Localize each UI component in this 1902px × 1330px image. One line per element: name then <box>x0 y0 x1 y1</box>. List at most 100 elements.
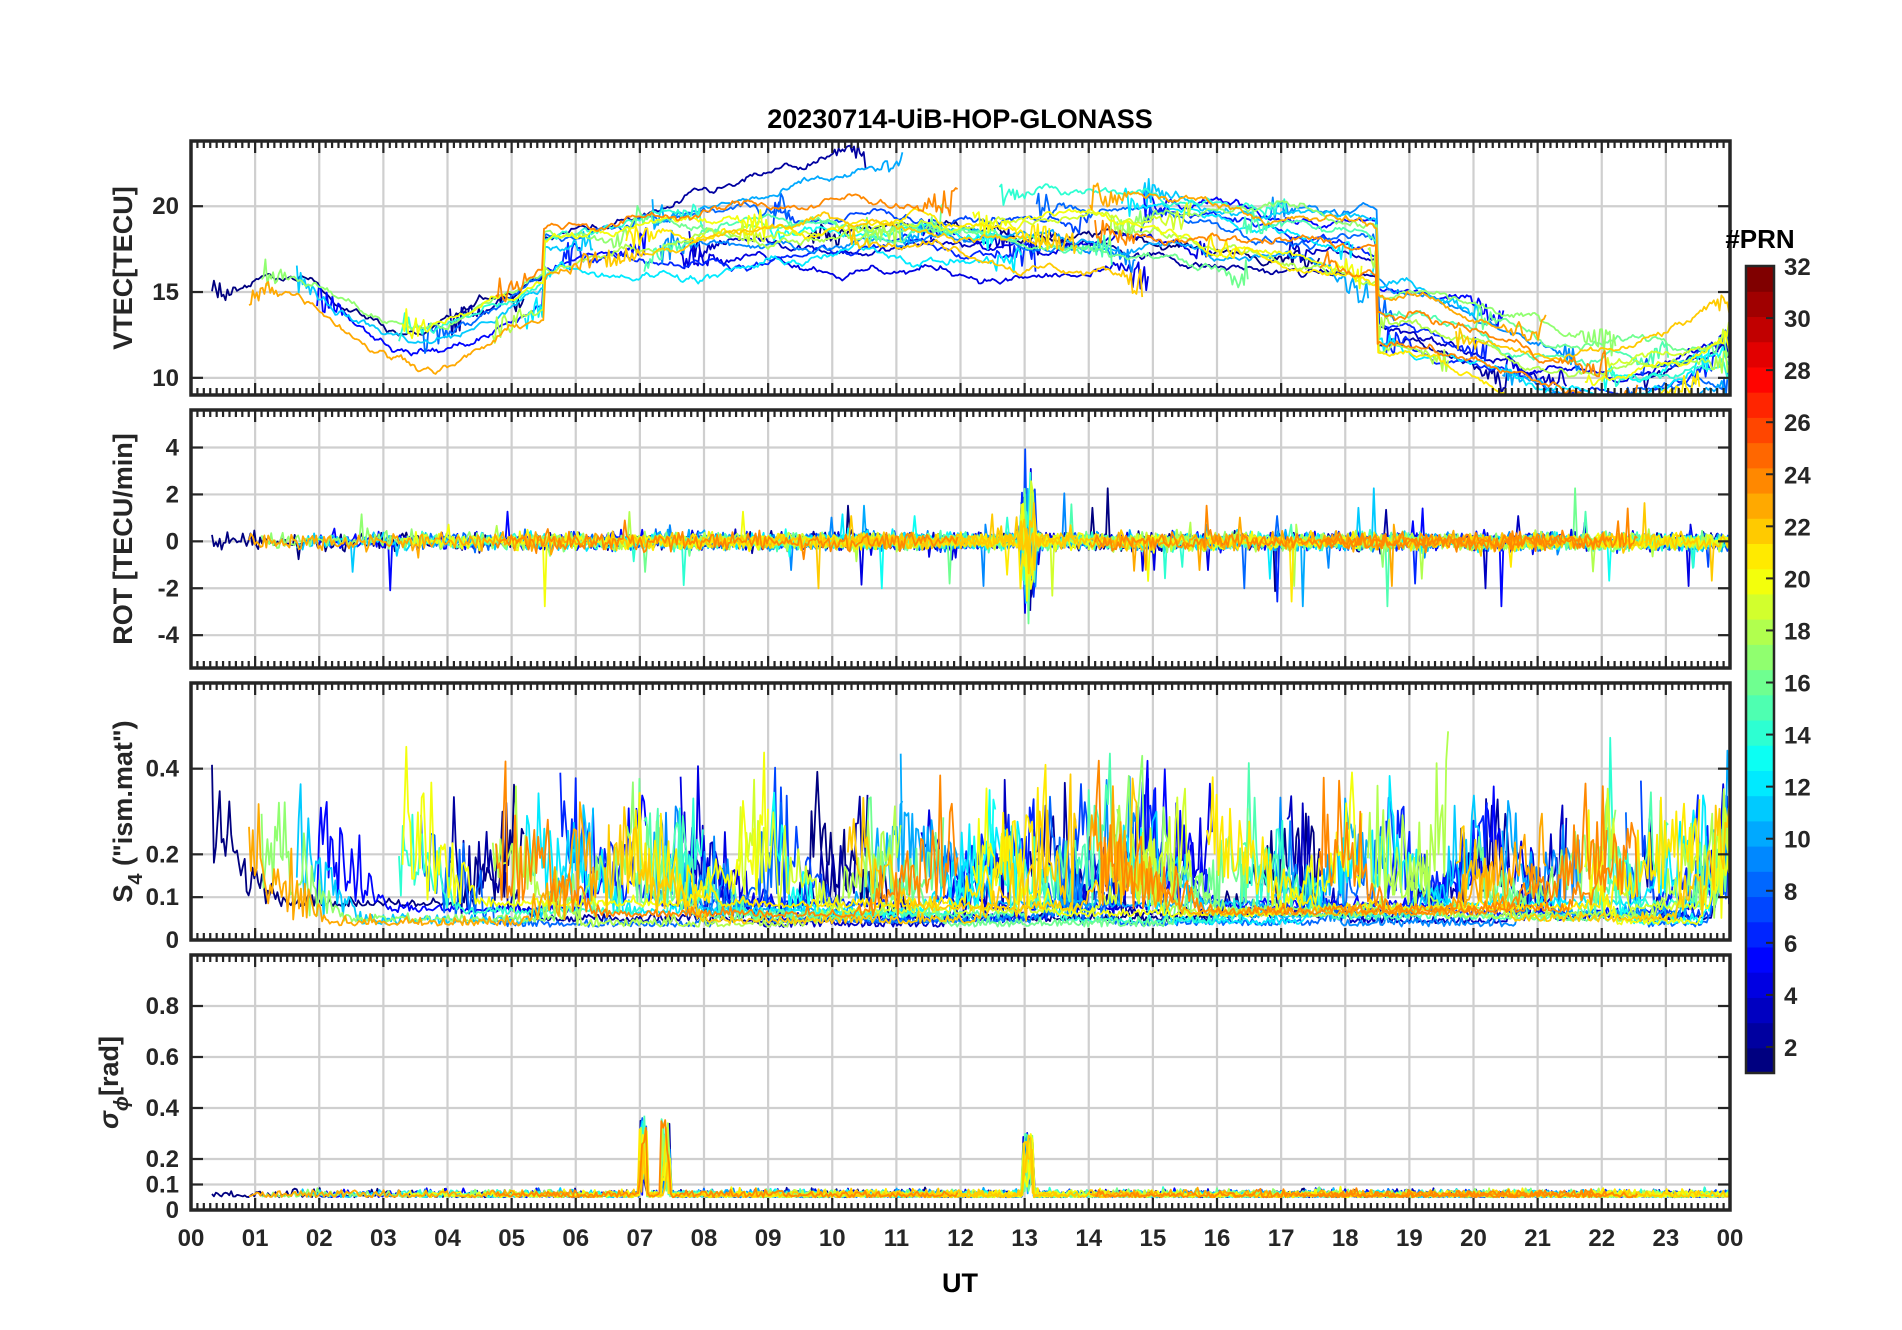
vtec-series-prn-13 <box>1602 345 1730 392</box>
x-tick-label: 08 <box>691 1225 718 1252</box>
vtec-series-prn-12 <box>1120 187 1354 261</box>
s4-series-prn-21 <box>625 763 1051 909</box>
panel-sigma_phi: 00.10.2 0.4 0.6 0.8 σϕ[rad] <box>94 953 1732 1224</box>
rot-ylabel: ROT [TECU/min] <box>108 433 138 644</box>
s4-ytick-label: 0 <box>166 927 179 954</box>
s4-series-prn-23 <box>248 801 599 927</box>
colorbar-segment <box>1746 871 1774 898</box>
vtec-ytick-label: 20 <box>152 193 179 220</box>
x-tick-label: 07 <box>627 1225 654 1252</box>
s4-series-prn-24 <box>495 760 959 918</box>
rot-series-group <box>211 448 1730 625</box>
x-tick-label: 05 <box>498 1225 525 1252</box>
x-tick-label: 19 <box>1396 1225 1423 1252</box>
vtec-ylabel: VTEC[TECU] <box>108 186 138 350</box>
colorbar-tick-label: 12 <box>1784 775 1811 802</box>
x-tick-label: 04 <box>434 1225 461 1252</box>
colorbar-segment <box>1746 770 1774 797</box>
vtec-series-prn-12 <box>524 243 1023 330</box>
vtec-series-prn-6 <box>559 233 1037 272</box>
rot-series-prn-24 <box>1094 504 1608 553</box>
colorbar-tick-label: 20 <box>1784 566 1811 593</box>
chart-title: 20230714-UiB-HOP-GLONASS <box>767 104 1153 134</box>
vtec-series-prn-22 <box>604 211 1078 268</box>
x-tick-label: 06 <box>562 1225 589 1252</box>
colorbar-tick-label: 22 <box>1784 514 1811 541</box>
sigma_phi-ylabel: σϕ[rad] <box>94 1036 133 1129</box>
vtec-series-prn-8 <box>1625 371 1730 395</box>
vtec-series-prn-2 <box>449 144 868 336</box>
colorbar-segment <box>1746 392 1774 418</box>
vtec-series-prn-10 <box>1501 364 1730 395</box>
sigma_phi-ylabel-rest: [rad] <box>94 1036 124 1096</box>
colorbar-segment <box>1746 467 1774 494</box>
rot-series-prn-23 <box>248 531 598 559</box>
s4-series-prn-22 <box>604 773 1078 925</box>
sigma_phi-ylabel-main: σ <box>94 1110 124 1129</box>
colorbar-segment <box>1746 442 1774 469</box>
vtec-series-prn-21 <box>1206 233 1701 395</box>
colorbar-segment <box>1746 795 1774 822</box>
colorbar-segment <box>1746 946 1774 973</box>
rot-ytick-label: 0 <box>166 528 179 555</box>
x-tick-label: 03 <box>370 1225 397 1252</box>
colorbar-segment <box>1746 518 1774 545</box>
s4-ylabel-main: S <box>108 885 138 903</box>
s4-series-prn-19 <box>737 778 1192 915</box>
x-tick-label: 23 <box>1653 1225 1680 1252</box>
colorbar-segment <box>1746 492 1774 519</box>
s4-ytick-label: 0.1 <box>146 884 179 911</box>
colorbar-segment <box>1746 316 1774 343</box>
colorbar-tick-label: 8 <box>1784 879 1797 906</box>
vtec-ytick-label: 10 <box>152 365 179 392</box>
colorbar-segment <box>1746 366 1774 393</box>
vtec-series-prn-22 <box>1455 294 1730 362</box>
vtec-series-prn-10 <box>651 152 904 230</box>
sigma_phi-ytick-label: 0.6 <box>146 1044 179 1071</box>
sigma_phi-ytick-label: 0.8 <box>146 993 179 1020</box>
sigma_phi-ytick-label: 0.4 <box>146 1095 180 1122</box>
colorbar-tick-label: 10 <box>1784 827 1811 854</box>
sigma_phi-ytick-label: 0 <box>166 1197 179 1224</box>
sigma_phi-series-prn-24 <box>495 1119 959 1199</box>
colorbar-segment <box>1746 417 1774 444</box>
vtec-series-prn-5 <box>1142 190 1505 330</box>
colorbar-tick-label: 2 <box>1784 1035 1797 1062</box>
x-axis-label: UT <box>942 1268 978 1298</box>
colorbar-segment <box>1746 745 1774 771</box>
colorbar-segment <box>1746 568 1774 595</box>
x-tick-label: 13 <box>1011 1225 1038 1252</box>
x-tick-label: 16 <box>1204 1225 1231 1252</box>
vtec-series-prn-4 <box>679 245 1149 292</box>
colorbar-segment <box>1746 341 1774 368</box>
s4-series-prn-24 <box>1319 776 1639 913</box>
vtec-series-prn-13 <box>769 222 997 251</box>
colorbar-segment <box>1746 644 1774 671</box>
colorbar-tick-label: 18 <box>1784 618 1811 645</box>
colorbar-segment <box>1746 820 1774 847</box>
vtec-series-prn-20 <box>1584 330 1730 387</box>
colorbar-frame <box>1744 264 1776 1075</box>
x-tick-label: 18 <box>1332 1225 1359 1252</box>
panel-s4: 00.10.20.4S4 ("ism.mat") <box>108 681 1732 954</box>
colorbar-segment <box>1746 1022 1774 1049</box>
sigma_phi-series-group <box>211 1115 1730 1199</box>
vtec-series-prn-21 <box>625 207 1051 252</box>
vtec-series-prn-20 <box>401 208 769 340</box>
colorbar-tick-label: 24 <box>1784 462 1811 489</box>
colorbar-segment <box>1746 291 1774 318</box>
colorbar-tick-label: 16 <box>1784 671 1811 698</box>
x-tick-label: 09 <box>755 1225 782 1252</box>
x-tick-label: 20 <box>1460 1225 1487 1252</box>
sigma_phi-series-prn-24 <box>1094 1187 1608 1199</box>
s4-series-prn-24 <box>1094 759 1608 916</box>
vtec-series-prn-18 <box>491 222 902 344</box>
vtec-series-prn-23 <box>1089 182 1547 342</box>
x-tick-label: 17 <box>1268 1225 1295 1252</box>
s4-ylabel: S4 ("ism.mat") <box>108 720 147 902</box>
rot-ytick-label: -2 <box>158 575 179 602</box>
colorbar-segment <box>1746 1047 1774 1074</box>
vtec-series-prn-14 <box>998 183 1288 217</box>
